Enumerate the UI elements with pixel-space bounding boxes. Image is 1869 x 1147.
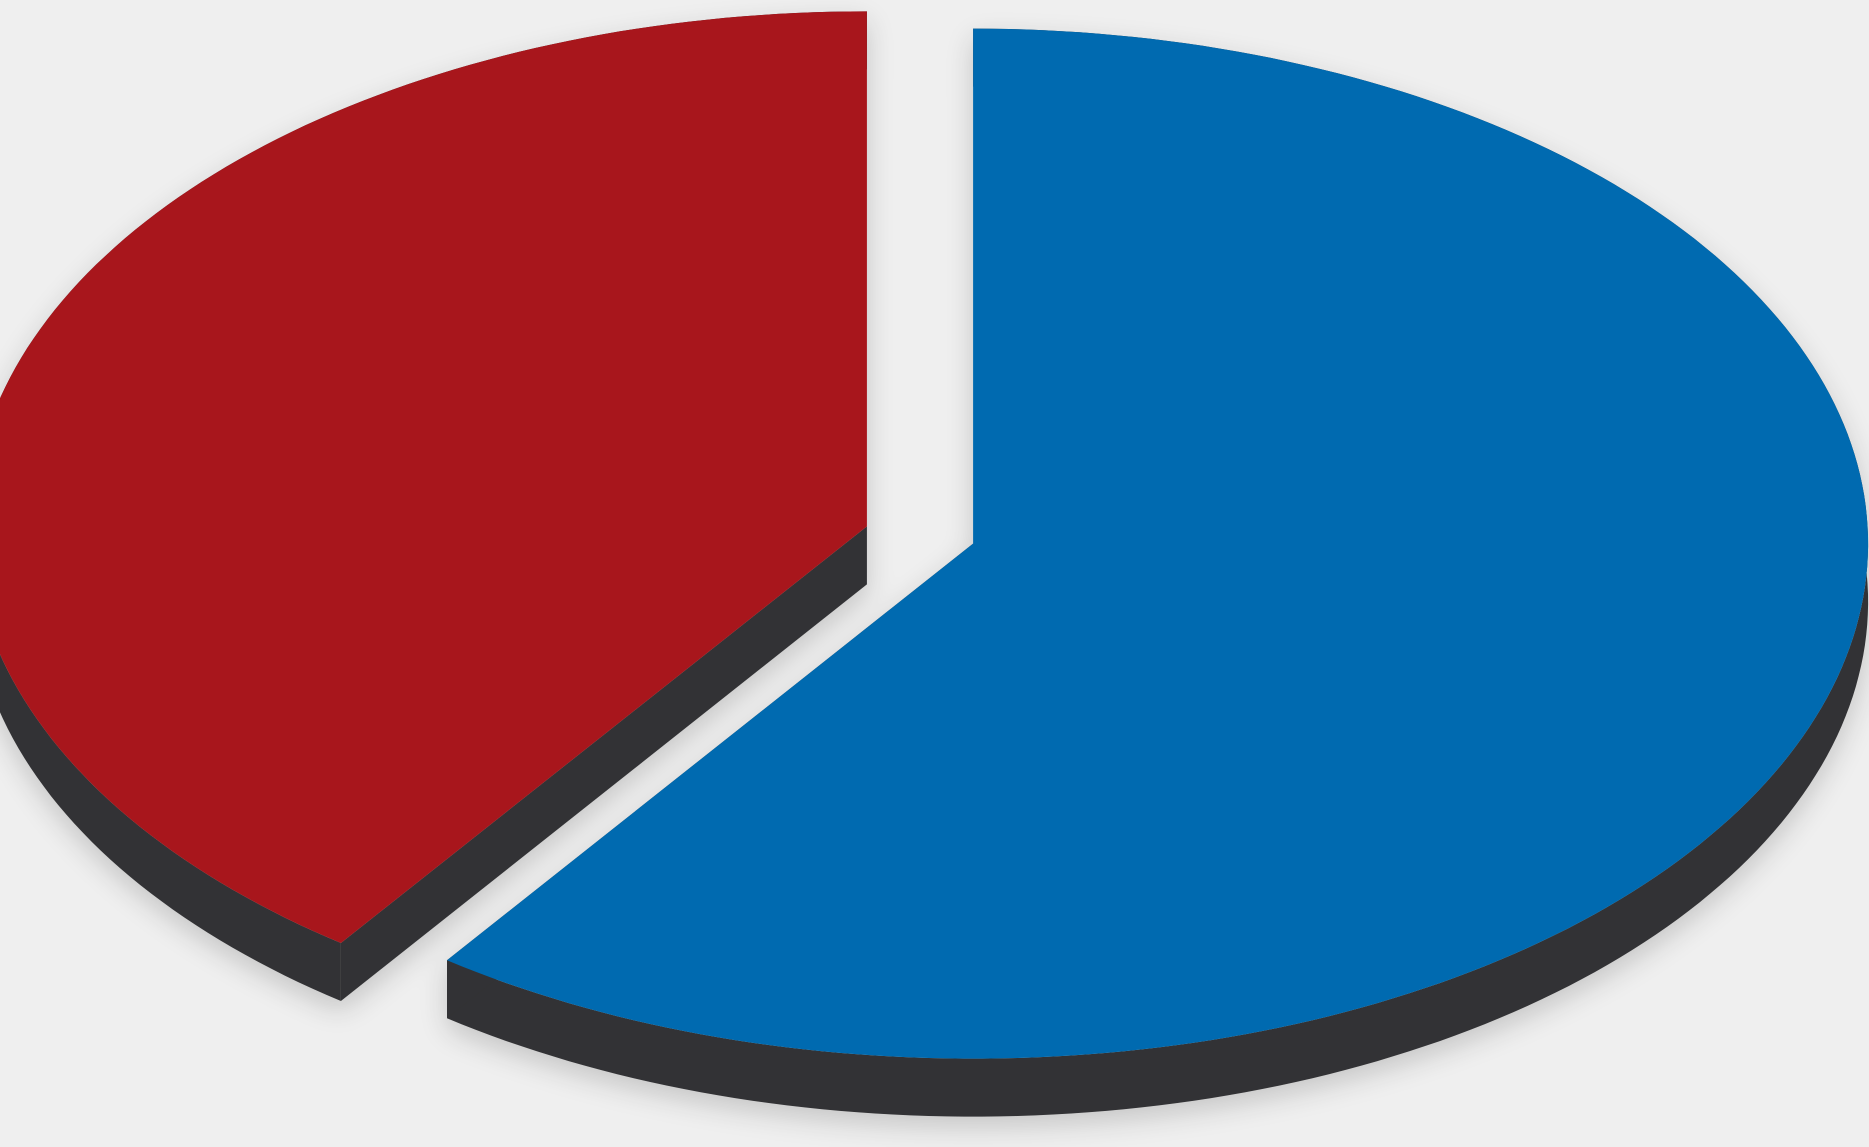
pie-slices xyxy=(0,11,1869,1117)
pie-slice-1 xyxy=(0,11,867,943)
pie-slice-wall-1-1 xyxy=(340,526,867,1001)
pie-slice-tops xyxy=(0,11,1869,1059)
pie-slice-2 xyxy=(447,28,1869,1059)
